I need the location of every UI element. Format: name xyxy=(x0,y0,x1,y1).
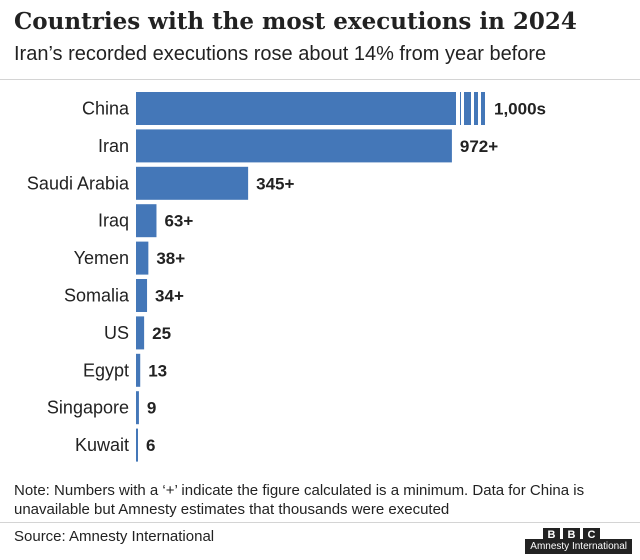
category-label: Yemen xyxy=(74,248,129,268)
data-label: 34+ xyxy=(155,287,184,306)
bar xyxy=(136,428,138,462)
bar-segment xyxy=(481,92,485,125)
logo-letter: C xyxy=(583,528,600,542)
chart-subtitle: Iran’s recorded executions rose about 14… xyxy=(14,43,547,65)
bar-chart: China 1,000s Iran 972+ Saudi Arabia 345+ Iraq 6… xyxy=(27,92,546,462)
category-label: Iraq xyxy=(98,211,129,231)
category-label: Egypt xyxy=(83,360,129,380)
data-label: 9 xyxy=(147,399,156,418)
top-divider xyxy=(0,79,640,80)
chart-title: Countries with the most executions in 20… xyxy=(14,8,577,35)
data-label: 63+ xyxy=(164,212,193,231)
bar xyxy=(136,92,461,125)
logo-letter: B xyxy=(563,528,580,542)
bar xyxy=(136,279,148,312)
bar xyxy=(136,353,141,387)
bar xyxy=(136,204,157,238)
bar-segment xyxy=(464,92,471,125)
chart-note: Note: Numbers with a ‘+’ indicate the fi… xyxy=(14,482,585,518)
category-label: China xyxy=(82,99,130,119)
data-label: 38+ xyxy=(156,249,185,268)
bar-break xyxy=(456,92,460,125)
bar xyxy=(136,241,149,275)
bar xyxy=(136,316,145,350)
bar-segment xyxy=(474,92,478,125)
category-label: Iran xyxy=(98,136,129,156)
image-credit: Amnesty International xyxy=(525,539,632,554)
data-label: 1,000s xyxy=(494,100,546,119)
data-label: 345+ xyxy=(256,174,294,193)
logo-letter: B xyxy=(543,528,560,542)
category-label: Singapore xyxy=(47,398,129,418)
category-label: US xyxy=(104,323,129,343)
bbc-logo: B B C xyxy=(543,528,600,542)
data-label: 25 xyxy=(152,324,171,343)
data-label: 6 xyxy=(146,436,155,455)
bar xyxy=(136,129,452,163)
category-label: Saudi Arabia xyxy=(27,173,130,193)
category-label: Somalia xyxy=(64,286,130,306)
bottom-divider xyxy=(0,522,640,523)
category-label: Kuwait xyxy=(75,435,129,455)
source-text: Source: Amnesty International xyxy=(14,528,215,545)
data-label: 972+ xyxy=(460,137,498,156)
data-label: 13 xyxy=(148,361,167,380)
bar xyxy=(136,391,139,425)
bar xyxy=(136,166,249,200)
